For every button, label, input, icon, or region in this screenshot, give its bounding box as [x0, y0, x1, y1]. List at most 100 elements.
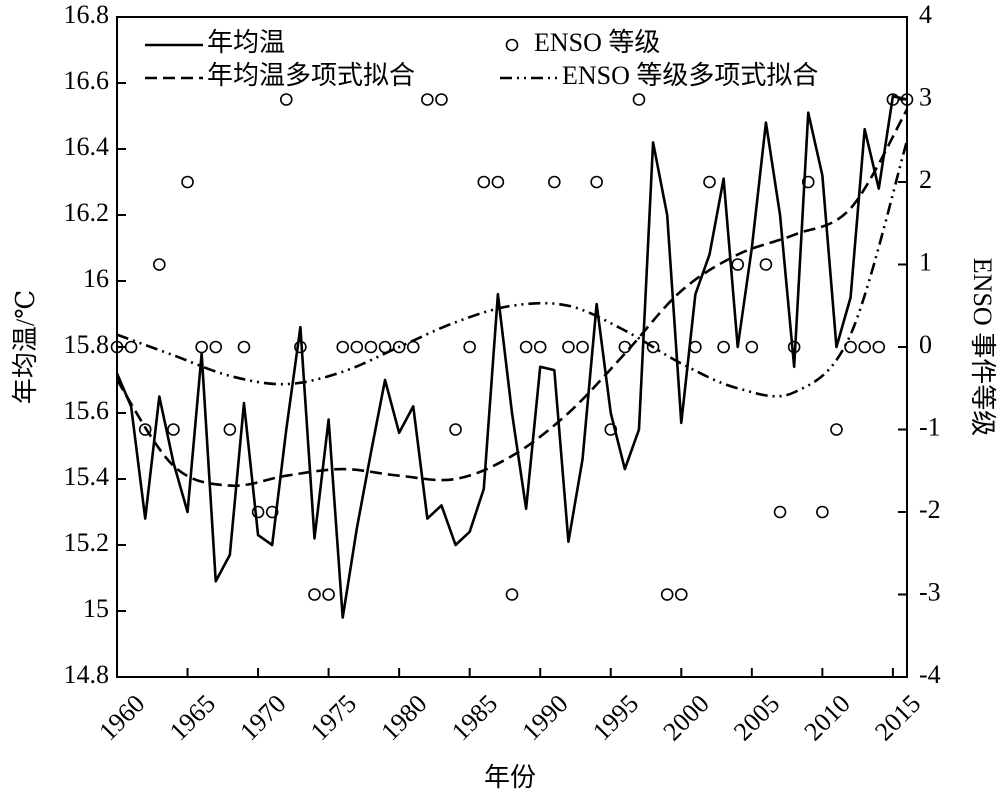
scatter-point: [124, 340, 138, 354]
y2-tick-label: -1: [919, 412, 941, 441]
y2-axis-label: ENSO 事件等级: [968, 258, 997, 436]
scatter-point: [830, 423, 843, 436]
scatter-point: [223, 423, 237, 436]
scatter-point: [590, 175, 603, 189]
scatter-point: [138, 423, 152, 436]
y-tick-label: 16.8: [64, 0, 110, 29]
y-tick-label: 14.8: [64, 660, 110, 689]
scatter-point: [731, 258, 745, 271]
scatter-point: [886, 93, 900, 106]
scatter-point: [491, 175, 505, 189]
scatter-point: [463, 340, 476, 354]
scatter-point: [801, 175, 815, 189]
y-axis-label: 年均温/℃: [11, 290, 40, 404]
scatter-point: [660, 588, 674, 601]
x-tick-label: 1980: [375, 689, 432, 746]
scatter-point: [548, 175, 561, 189]
scatter-point: [251, 505, 265, 519]
series-line: [116, 140, 909, 398]
y2-tick-label: 3: [919, 82, 932, 111]
x-tick-label: 2010: [799, 689, 856, 746]
scatter-point: [562, 340, 575, 354]
x-tick-label: 1960: [93, 689, 150, 746]
y2-tick-label: -3: [919, 577, 941, 606]
scatter-point: [816, 505, 829, 519]
scatter-point: [336, 340, 350, 354]
x-tick-label: 1965: [164, 689, 221, 746]
y-tick-label: 15.8: [64, 330, 110, 359]
scatter-point: [689, 340, 702, 354]
y-tick-label: 15: [83, 594, 109, 623]
legend-label: 年均温多项式拟合: [207, 61, 415, 90]
scatter-point: [279, 93, 293, 106]
x-tick-label: 2005: [728, 689, 785, 746]
scatter-point: [576, 340, 589, 354]
x-tick-label: 1985: [446, 689, 503, 746]
scatter-point: [406, 340, 420, 354]
scatter-point: [872, 340, 886, 354]
scatter-point: [392, 340, 406, 354]
scatter-point: [209, 340, 223, 354]
y2-tick-label: -4: [919, 660, 941, 689]
scatter-point: [110, 340, 124, 354]
y-tick-label: 16.2: [64, 198, 110, 227]
series-line: [115, 108, 909, 488]
scatter-point: [646, 340, 660, 354]
x-tick-label: 1995: [587, 689, 644, 746]
scatter-point: [632, 93, 646, 106]
y2-tick-label: -2: [919, 495, 941, 524]
scatter-point: [858, 340, 871, 354]
legend-label: ENSO 等级: [534, 28, 660, 57]
scatter-point: [435, 93, 448, 106]
y-tick-label: 16.4: [64, 132, 110, 161]
scatter-point: [900, 93, 914, 106]
scatter-point: [519, 340, 533, 354]
scatter-point: [787, 340, 801, 354]
x-tick-label: 1970: [234, 689, 291, 746]
y-tick-label: 16.6: [64, 66, 110, 95]
scatter-point: [759, 258, 773, 271]
scatter-point: [533, 340, 547, 354]
scatter-point: [364, 340, 378, 354]
scatter-point: [449, 423, 462, 436]
scatter-point: [421, 93, 434, 106]
scatter-point: [703, 175, 716, 189]
scatter-point: [237, 340, 251, 354]
y-tick-label: 15.6: [64, 396, 110, 425]
scatter-point: [350, 340, 364, 354]
legend-marker: [505, 38, 519, 52]
scatter-point: [308, 588, 321, 601]
y2-tick-label: 4: [919, 0, 932, 29]
scatter-point: [844, 340, 857, 354]
x-tick-label: 2000: [657, 689, 714, 746]
scatter-point: [294, 340, 307, 354]
y-tick-label: 15.4: [64, 462, 110, 491]
y-tick-label: 15.2: [64, 528, 110, 557]
scatter-point: [717, 340, 730, 354]
scatter-point: [181, 175, 194, 189]
series-line: [115, 94, 908, 619]
scatter-point: [265, 505, 279, 519]
scatter-point: [604, 423, 618, 436]
scatter-point: [505, 588, 519, 601]
x-tick-label: 1975: [305, 689, 362, 746]
x-axis-label: 年份: [484, 763, 536, 792]
x-tick-label: 1990: [516, 689, 573, 746]
scatter-point: [153, 258, 166, 271]
legend-label: 年均温: [207, 28, 285, 57]
y-tick-label: 16: [83, 264, 109, 293]
scatter-point: [195, 340, 208, 354]
y2-tick-label: 2: [919, 165, 932, 194]
x-tick-label: 2015: [869, 689, 926, 746]
y2-tick-label: 0: [919, 330, 932, 359]
y2-tick-label: 1: [919, 247, 932, 276]
scatter-point: [773, 505, 787, 519]
scatter-point: [477, 175, 491, 189]
scatter-point: [745, 340, 759, 354]
scatter-point: [618, 340, 632, 354]
scatter-point: [167, 423, 180, 436]
scatter-point: [674, 588, 688, 601]
scatter-point: [322, 588, 335, 601]
legend-label: ENSO 等级多项式拟合: [562, 61, 818, 90]
